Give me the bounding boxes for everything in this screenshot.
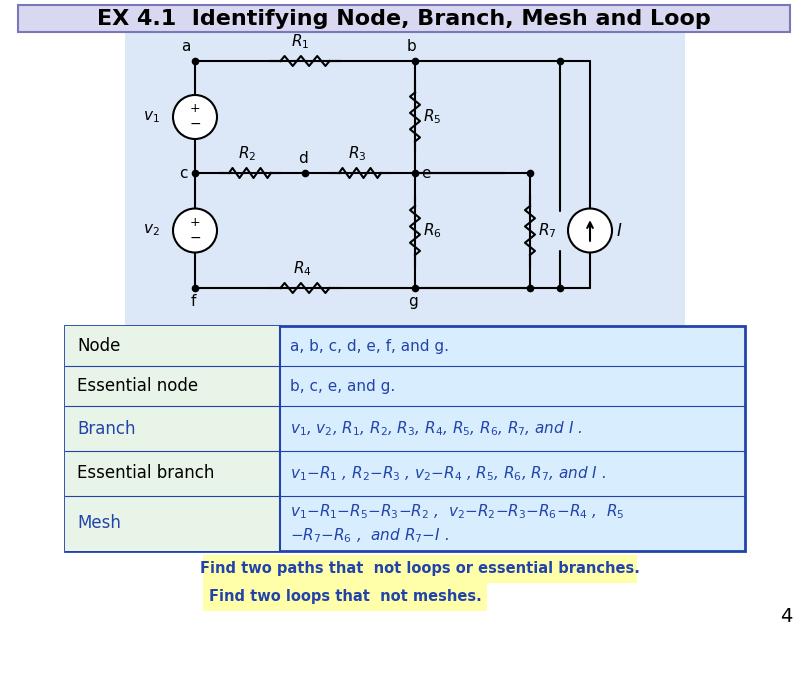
Text: Find two paths that  not loops or essential branches.: Find two paths that not loops or essenti… bbox=[200, 562, 640, 577]
FancyBboxPatch shape bbox=[203, 555, 637, 583]
Text: −: − bbox=[189, 117, 201, 131]
Text: −: − bbox=[189, 231, 201, 244]
Text: 4: 4 bbox=[780, 607, 792, 626]
Text: Node: Node bbox=[77, 337, 120, 355]
FancyBboxPatch shape bbox=[65, 326, 280, 551]
Circle shape bbox=[568, 208, 612, 253]
Text: $v_1$$-$$R_1$$-$$R_5$$-$$R_3$$-$$R_2$ ,  $v_2$$-$$R_2$$-$$R_3$$-$$R_6$$-$$R_4$ ,: $v_1$$-$$R_1$$-$$R_5$$-$$R_3$$-$$R_2$ , … bbox=[290, 502, 625, 521]
Text: $R_2$: $R_2$ bbox=[238, 144, 256, 163]
Text: +: + bbox=[190, 216, 200, 229]
Text: $R_6$: $R_6$ bbox=[423, 221, 442, 240]
Circle shape bbox=[173, 95, 217, 139]
Text: $v_1$, $v_2$, $R_1$, $R_2$, $R_3$, $R_4$, $R_5$, $R_6$, $R_7$, and $I$ .: $v_1$, $v_2$, $R_1$, $R_2$, $R_3$, $R_4$… bbox=[290, 419, 583, 438]
Circle shape bbox=[173, 208, 217, 253]
FancyBboxPatch shape bbox=[125, 31, 685, 326]
Text: b: b bbox=[407, 39, 417, 54]
Text: $v_2$: $v_2$ bbox=[143, 223, 160, 238]
Text: $I$: $I$ bbox=[616, 221, 622, 240]
Text: EX 4.1  Identifying Node, Branch, Mesh and Loop: EX 4.1 Identifying Node, Branch, Mesh an… bbox=[97, 9, 711, 29]
Text: b, c, e, and g.: b, c, e, and g. bbox=[290, 379, 395, 394]
Text: $v_1$: $v_1$ bbox=[143, 109, 160, 125]
Text: Essential node: Essential node bbox=[77, 377, 198, 395]
Text: c: c bbox=[179, 165, 188, 180]
Text: d: d bbox=[298, 151, 308, 166]
Text: Mesh: Mesh bbox=[77, 515, 121, 533]
Text: Essential branch: Essential branch bbox=[77, 464, 214, 483]
Text: $R_5$: $R_5$ bbox=[423, 108, 441, 127]
Text: a, b, c, d, e, f, and g.: a, b, c, d, e, f, and g. bbox=[290, 338, 449, 353]
Text: g: g bbox=[408, 294, 418, 309]
Text: $R_1$: $R_1$ bbox=[291, 32, 309, 51]
Text: Branch: Branch bbox=[77, 419, 136, 437]
Text: $R_3$: $R_3$ bbox=[347, 144, 366, 163]
FancyBboxPatch shape bbox=[65, 326, 745, 551]
Text: e: e bbox=[421, 165, 431, 180]
FancyBboxPatch shape bbox=[18, 5, 790, 32]
Text: $-$$R_7$$-$$R_6$ ,  and $R_7$$-$$I$ .: $-$$R_7$$-$$R_6$ , and $R_7$$-$$I$ . bbox=[290, 526, 449, 545]
Text: $R_7$: $R_7$ bbox=[538, 221, 557, 240]
Text: Find two loops that  not meshes.: Find two loops that not meshes. bbox=[208, 590, 482, 605]
Text: f: f bbox=[191, 294, 196, 309]
Text: +: + bbox=[190, 102, 200, 115]
Text: $R_4$: $R_4$ bbox=[292, 259, 311, 278]
Text: a: a bbox=[181, 39, 190, 54]
FancyBboxPatch shape bbox=[203, 583, 487, 611]
Text: $v_1$$-$$R_1$ , $R_2$$-$$R_3$ , $v_2$$-$$R_4$ , $R_5$, $R_6$, $R_7$, and $I$ .: $v_1$$-$$R_1$ , $R_2$$-$$R_3$ , $v_2$$-$… bbox=[290, 464, 606, 483]
